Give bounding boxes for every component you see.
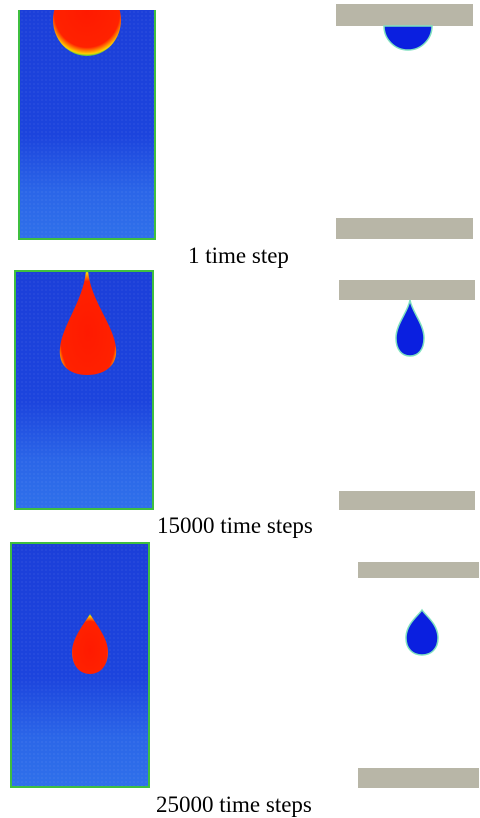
- top-plate-1: [336, 4, 473, 26]
- droplet-red-3: [72, 614, 108, 674]
- caption-1: 1 time step: [188, 243, 289, 268]
- bottom-plate-1: [336, 218, 473, 239]
- top-plate-2: [339, 280, 475, 300]
- droplet-field-1: [53, 10, 121, 56]
- bottom-plate-2: [339, 491, 475, 510]
- top-plate-3: [358, 562, 479, 578]
- droplet-blue-1: [383, 25, 433, 51]
- caption-2: 15000 time steps: [157, 513, 313, 538]
- droplet-blue-2: [395, 299, 425, 357]
- caption-3: 25000 time steps: [156, 792, 312, 817]
- simulation-field-2: [14, 270, 154, 510]
- droplet-field-2: [59, 272, 117, 375]
- droplet-red-1: [53, 10, 121, 56]
- droplet-blue-3: [405, 608, 439, 656]
- droplet-field-3: [72, 614, 108, 674]
- bottom-plate-3: [358, 768, 479, 788]
- simulation-field-1: [18, 10, 156, 240]
- droplet-view-3: [405, 608, 439, 656]
- droplet-view-2: [395, 299, 425, 357]
- droplet-red-2: [59, 272, 117, 375]
- simulation-field-3: [10, 542, 150, 788]
- droplet-view-1: [383, 25, 433, 51]
